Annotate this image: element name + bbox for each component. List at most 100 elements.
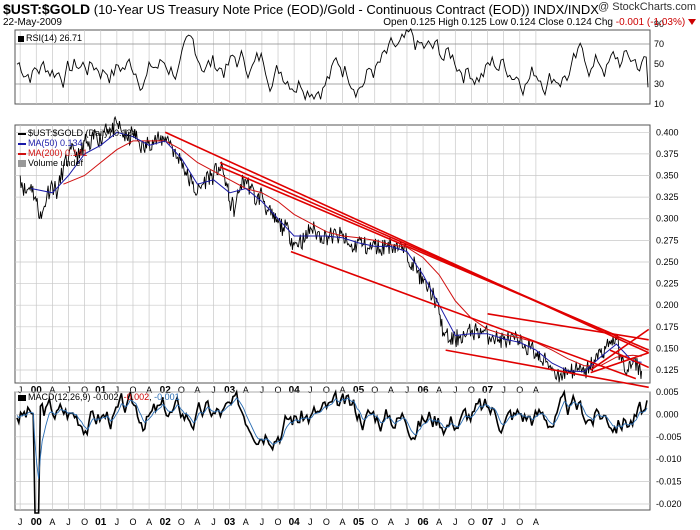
x-month-label: J: [260, 517, 265, 527]
x-month-label: J: [211, 517, 216, 527]
x-year-label: 01: [95, 517, 107, 528]
chart-date: 22-May-2009: [3, 17, 62, 28]
ohlc-readout: Open 0.125 High 0.125 Low 0.124 Close 0.…: [383, 17, 696, 28]
symbol-description: (10-Year US Treasury Note Price (EOD)/Go…: [93, 2, 599, 17]
x-month-label: J: [501, 517, 506, 527]
x-month-label: O: [371, 517, 378, 527]
price-tick-label: 0.250: [656, 257, 679, 267]
symbol: $UST:$GOLD: [3, 1, 91, 17]
x-month-label: O: [516, 517, 523, 527]
x-year-label: 07: [482, 517, 494, 528]
x-month-label: J: [66, 385, 71, 395]
x-month-label: A: [388, 517, 394, 527]
x-month-label: A: [436, 385, 442, 395]
x-year-label: 00: [31, 517, 43, 528]
x-year-label: 06: [418, 385, 430, 396]
x-month-label: J: [260, 385, 265, 395]
macd-tick-label: -0.015: [656, 477, 682, 487]
rsi-series: [16, 27, 649, 102]
trendline: [290, 250, 637, 380]
x-year-label: 04: [289, 517, 301, 528]
x-month-label: O: [129, 385, 136, 395]
x-month-label: A: [146, 517, 152, 527]
legend-ma200: MA(200) 0.141: [18, 148, 137, 158]
x-month-label: O: [468, 385, 475, 395]
chart-title: $UST:$GOLD (10-Year US Treasury Note Pri…: [3, 1, 599, 17]
panel-frame-rsi: [14, 29, 651, 105]
trendline: [487, 313, 649, 341]
macd-tick-label: 0.005: [656, 387, 679, 397]
price-tick-label: 0.150: [656, 343, 679, 353]
price-tick-label: 0.300: [656, 214, 679, 224]
x-year-label: 03: [224, 385, 236, 396]
x-month-label: J: [501, 385, 506, 395]
price-tick-label: 0.350: [656, 171, 679, 181]
x-year-label: 05: [353, 385, 365, 396]
x-month-label: J: [405, 517, 410, 527]
trendline: [590, 328, 650, 371]
x-month-label: O: [323, 517, 330, 527]
macd-tick-label: -0.010: [656, 454, 682, 464]
x-month-label: J: [66, 517, 71, 527]
x-month-label: A: [388, 385, 394, 395]
x-month-label: O: [516, 385, 523, 395]
macd-tick-label: -0.020: [656, 499, 682, 509]
price-tick-label: 0.200: [656, 300, 679, 310]
macd-series: [16, 389, 648, 514]
rsi-tick-label: 50: [654, 59, 664, 69]
rsi-tick-label: 30: [654, 79, 664, 89]
x-year-label: 01: [95, 385, 107, 396]
x-month-label: A: [243, 385, 249, 395]
rsi-legend: RSI(14) 26.71: [18, 33, 82, 43]
x-month-label: A: [533, 385, 539, 395]
x-month-label: O: [178, 385, 185, 395]
x-year-label: 03: [224, 517, 236, 528]
x-month-label: A: [339, 517, 345, 527]
rsi-tick-label: 70: [654, 39, 664, 49]
x-year-label: 02: [160, 385, 172, 396]
macd-tick-label: -0.005: [656, 432, 682, 442]
x-month-label: O: [323, 385, 330, 395]
panel-frame-macd: [14, 391, 651, 511]
stockcharts-brand[interactable]: @ StockCharts.com: [598, 1, 696, 13]
legend-volume: Volume undef: [18, 158, 137, 168]
x-month-label: A: [194, 517, 200, 527]
legend-ma50: MA(50) 0.134: [18, 138, 137, 148]
x-month-label: O: [178, 517, 185, 527]
x-month-label: J: [453, 517, 458, 527]
rsi-tick-label: 90: [654, 19, 664, 29]
price-tick-label: 0.400: [656, 127, 679, 137]
panel-frame-price: [14, 124, 651, 384]
x-month-label: J: [453, 385, 458, 395]
macd-tick-label: 0.000: [656, 409, 679, 419]
x-year-label: 07: [482, 385, 494, 396]
x-month-label: A: [436, 517, 442, 527]
macd-legend: MACD(12,26,9) -0.002, -0.002, -0.001: [18, 392, 180, 402]
x-month-label: O: [129, 517, 136, 527]
ma50-series: [31, 131, 642, 373]
x-month-label: O: [275, 385, 282, 395]
x-month-label: J: [308, 385, 313, 395]
x-month-label: J: [115, 517, 120, 527]
price-tick-label: 0.125: [656, 365, 679, 375]
trendline: [445, 349, 649, 389]
x-year-label: 04: [289, 385, 301, 396]
trendline: [609, 349, 650, 369]
x-month-label: O: [275, 517, 282, 527]
x-month-label: J: [405, 385, 410, 395]
x-year-label: 00: [31, 385, 43, 396]
x-month-label: J: [211, 385, 216, 395]
price-tick-label: 0.275: [656, 235, 679, 245]
trendline: [590, 351, 649, 374]
x-month-label: A: [194, 385, 200, 395]
x-month-label: A: [49, 385, 55, 395]
price-tick-label: 0.225: [656, 279, 679, 289]
x-month-label: J: [18, 517, 23, 527]
rsi-tick-label: 10: [654, 99, 664, 109]
x-year-label: 06: [418, 517, 430, 528]
x-year-label: 05: [353, 517, 365, 528]
x-month-label: A: [533, 517, 539, 527]
x-month-label: A: [243, 517, 249, 527]
x-month-label: A: [49, 517, 55, 527]
